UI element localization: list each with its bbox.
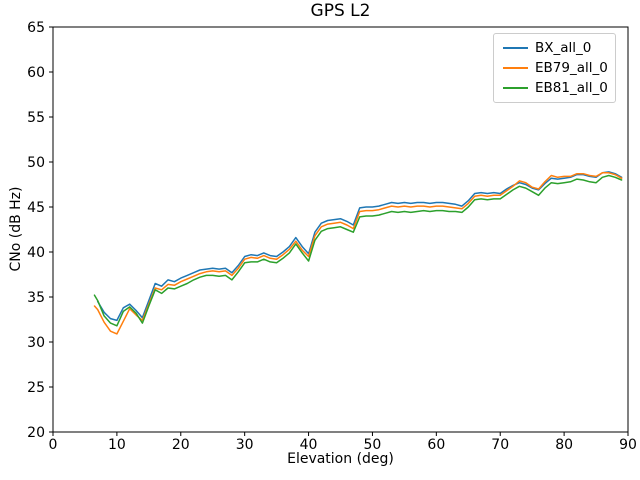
y-tick-label: 30: [27, 335, 45, 351]
series-line-EB81_all_0: [93, 174, 623, 327]
x-tick-label: 0: [49, 437, 58, 453]
x-tick-label: 10: [108, 437, 126, 453]
y-tick-label: 60: [27, 65, 45, 81]
x-tick-label: 40: [300, 437, 318, 453]
x-tick-label: 90: [619, 437, 637, 453]
series-line-EB79_all_0: [93, 172, 623, 335]
plot-border: [52, 26, 629, 433]
legend: BX_all_0 EB79_all_0 EB81_all_0: [493, 33, 616, 103]
legend-label: BX_all_0: [535, 40, 592, 56]
y-tick-label: 45: [27, 200, 45, 216]
axes: 0 10 20 30 40 50 60 70 80 90 20 25 30 35 40 45 50 55 60 65: [27, 20, 637, 453]
legend-item: EB81_all_0: [503, 78, 615, 98]
x-tick-label: 70: [491, 437, 509, 453]
x-axis-label: Elevation (deg): [287, 451, 394, 467]
legend-line-swatch-blue: [503, 47, 528, 49]
y-tick-label: 25: [27, 380, 45, 396]
y-tick-label: 20: [27, 425, 45, 441]
series-lines: [93, 171, 623, 335]
y-tick-label: 35: [27, 290, 45, 306]
x-tick-label: 20: [172, 437, 190, 453]
series-line-BX_all_0: [96, 171, 623, 322]
legend-line-swatch-orange: [503, 67, 528, 69]
y-tick-label: 55: [27, 110, 45, 126]
y-tick-label: 40: [27, 245, 45, 261]
chart-title: GPS L2: [310, 1, 371, 21]
legend-label: EB79_all_0: [535, 60, 608, 76]
legend-line-swatch-green: [503, 87, 528, 89]
x-tick-label: 60: [427, 437, 445, 453]
x-tick-label: 80: [555, 437, 573, 453]
y-tick-label: 50: [27, 155, 45, 171]
x-tick-label: 50: [364, 437, 382, 453]
y-tick-label: 65: [27, 20, 45, 36]
legend-item: EB79_all_0: [503, 58, 615, 78]
legend-label: EB81_all_0: [535, 80, 608, 96]
x-tick-label: 30: [236, 437, 254, 453]
legend-item: BX_all_0: [503, 38, 615, 58]
y-axis-label: CNo (dB Hz): [8, 186, 24, 272]
